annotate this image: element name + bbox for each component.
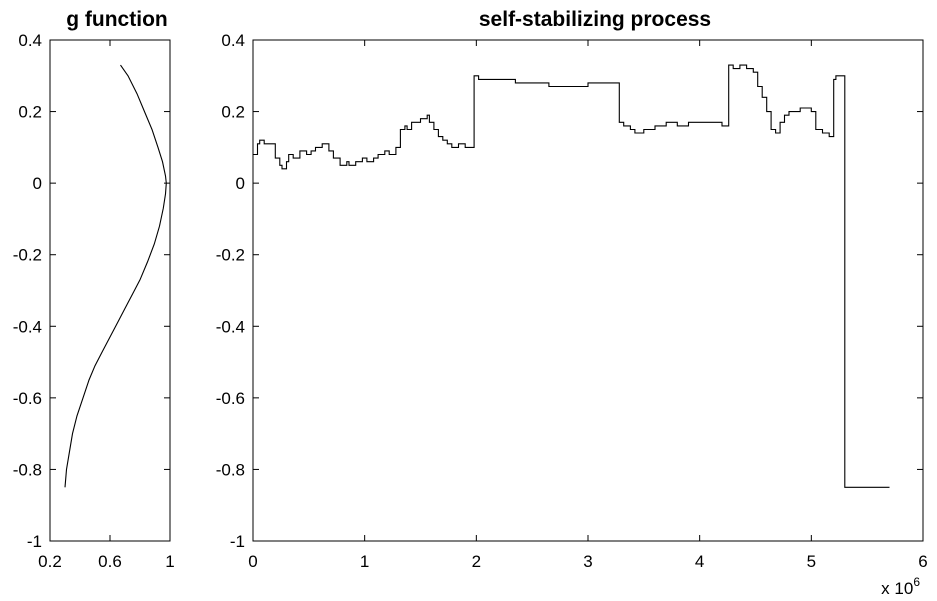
- p-x-tick-label: 2: [472, 552, 481, 571]
- g-function-panel: g function 0.40.20-0.2-0.4-0.6-0.8-10.2 0…: [13, 8, 175, 571]
- g-x-tick-label: 1: [165, 552, 174, 571]
- g-x-tick-label: 0.6: [98, 552, 122, 571]
- process-plot-frame: [252, 39, 924, 542]
- p-x-tick-label: 1: [360, 552, 369, 571]
- g-y-tick-label: 0.2: [18, 103, 42, 122]
- g-function-ticks: 0.40.20-0.2-0.4-0.6-0.8-10.2 0.6 1: [13, 31, 175, 571]
- process-ticks: 0.40.20-0.2-0.4-0.6-0.8-10 1 2 3 4 5 6: [216, 31, 928, 571]
- p-y-tick-label: -0.4: [216, 317, 245, 336]
- process-panel: self-stabilizing process 0.4 0.2 0 -0.2 -0.4…: [216, 8, 928, 598]
- g-y-tick-label: 0: [33, 174, 42, 193]
- p-x-tick-label: 4: [695, 552, 704, 571]
- g-x-tick-label: 0.2: [38, 552, 62, 571]
- g-function-title: g function: [66, 8, 167, 31]
- p-y-tick-label: -0.8: [216, 460, 245, 479]
- g-function-curve: [64, 64, 167, 488]
- g-function-plot-frame: [49, 39, 171, 542]
- p-y-tick-label: 0: [236, 174, 245, 193]
- x-axis-multiplier-base: x 10: [881, 579, 913, 598]
- g-y-tick-label: -0.2: [13, 246, 42, 265]
- g-y-tick-label: -0.6: [13, 389, 42, 408]
- x-axis-multiplier-exponent: 6: [913, 575, 920, 589]
- p-x-tick-label: 5: [807, 552, 816, 571]
- p-y-tick-label: -0.2: [216, 246, 245, 265]
- p-y-tick-label: -1: [230, 532, 245, 551]
- p-y-tick-label: -0.6: [216, 389, 245, 408]
- g-y-tick-label: -0.8: [13, 460, 42, 479]
- p-y-tick-label: 0.4: [221, 31, 245, 50]
- p-x-tick-label: 6: [918, 552, 927, 571]
- x-axis-multiplier: x 106: [881, 575, 920, 598]
- p-x-tick-label: 3: [583, 552, 592, 571]
- p-y-tick-label: 0.2: [221, 103, 245, 122]
- process-title: self-stabilizing process: [479, 8, 711, 31]
- p-x-tick-label: 0: [248, 552, 257, 571]
- process-step-series: [253, 64, 890, 488]
- g-y-tick-label: -0.4: [13, 317, 42, 336]
- g-y-tick-label: -1: [27, 532, 42, 551]
- g-y-tick-label: 0.4: [18, 31, 42, 50]
